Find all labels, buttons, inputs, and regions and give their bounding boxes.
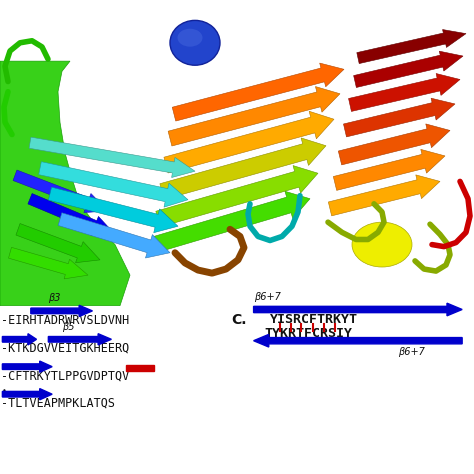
FancyArrow shape <box>48 334 111 345</box>
FancyArrow shape <box>338 124 450 165</box>
FancyArrow shape <box>254 334 462 347</box>
Text: β3: β3 <box>48 293 61 303</box>
Text: -TLTVEAPMPKLATQS: -TLTVEAPMPKLATQS <box>1 397 116 410</box>
Text: •: • <box>1 387 6 396</box>
Bar <box>126 365 154 371</box>
FancyArrow shape <box>31 305 92 317</box>
FancyArrow shape <box>2 361 52 372</box>
Text: C.: C. <box>231 313 246 327</box>
FancyArrow shape <box>2 389 52 400</box>
FancyArrow shape <box>172 63 344 121</box>
FancyArrow shape <box>348 73 460 111</box>
Ellipse shape <box>170 20 220 65</box>
FancyArrow shape <box>164 111 334 173</box>
FancyArrow shape <box>156 165 318 227</box>
FancyArrow shape <box>254 303 462 316</box>
Text: β6+7: β6+7 <box>254 292 281 302</box>
FancyArrow shape <box>168 87 340 146</box>
FancyArrow shape <box>13 170 108 213</box>
Text: TYKRTFCRSIY: TYKRTFCRSIY <box>264 327 353 340</box>
FancyArrow shape <box>333 149 445 191</box>
Ellipse shape <box>352 222 412 267</box>
FancyArrow shape <box>153 191 310 253</box>
FancyArrow shape <box>2 334 36 345</box>
FancyArrow shape <box>48 187 178 233</box>
FancyArrow shape <box>28 193 115 235</box>
FancyArrow shape <box>354 51 463 88</box>
FancyArrow shape <box>344 98 455 137</box>
Polygon shape <box>0 61 130 306</box>
Text: YISRCFTRKYT: YISRCFTRKYT <box>270 313 358 326</box>
FancyArrow shape <box>328 175 440 216</box>
FancyArrow shape <box>39 162 188 207</box>
FancyArrow shape <box>357 29 466 64</box>
FancyArrow shape <box>29 137 195 177</box>
Text: β6+7: β6+7 <box>398 347 425 357</box>
Text: -CFTRKYTLPPGVDPTQV: -CFTRKYTLPPGVDPTQV <box>1 370 130 383</box>
FancyArrow shape <box>58 213 170 258</box>
Ellipse shape <box>177 29 202 46</box>
FancyArrow shape <box>9 247 88 279</box>
Text: β5: β5 <box>63 322 75 332</box>
FancyArrow shape <box>160 138 326 200</box>
FancyArrow shape <box>16 224 100 263</box>
Text: -KTKDGVVEITGKHEERQ: -KTKDGVVEITGKHEERQ <box>1 342 130 355</box>
Text: -EIRHTADRWRVSLDVNH: -EIRHTADRWRVSLDVNH <box>1 313 130 327</box>
